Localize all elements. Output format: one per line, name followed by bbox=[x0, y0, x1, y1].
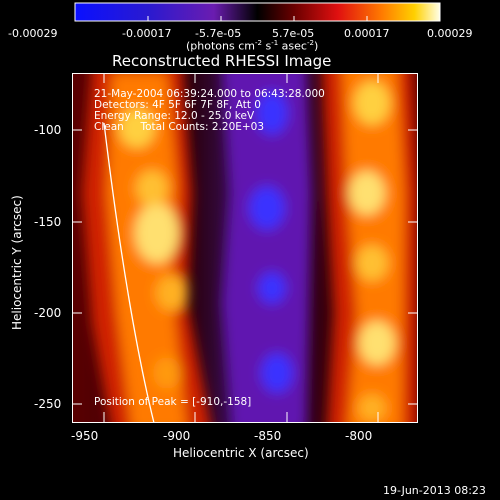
colorbar-tick-label: -0.00017 bbox=[122, 27, 172, 40]
info-line-time: 21-May-2004 06:39:24.000 to 06:43:28.000 bbox=[94, 88, 325, 100]
colorbar bbox=[74, 2, 441, 22]
info-line-counts: Clean Total Counts: 2.20E+03 bbox=[94, 121, 265, 133]
y-tick-label: -200 bbox=[34, 306, 62, 320]
x-axis-title: Heliocentric X (arcsec) bbox=[173, 446, 309, 460]
x-tick-label: -800 bbox=[345, 429, 373, 443]
y-tick-label: -150 bbox=[34, 215, 62, 229]
emission-band-center bbox=[222, 73, 312, 423]
colorbar-tick-label: -5.7e-05 bbox=[195, 27, 242, 40]
colorbar-tick-label: -0.00029 bbox=[8, 27, 58, 40]
peak-position-label: Position of Peak = [-910,-158] bbox=[94, 396, 252, 408]
image-title: Reconstructed RHESSI Image bbox=[112, 52, 332, 70]
plot-timestamp: 19-Jun-2013 08:23 bbox=[383, 484, 486, 497]
info-line-energy: Energy Range: 12.0 - 25.0 keV bbox=[94, 110, 255, 122]
emission-blob bbox=[261, 353, 293, 393]
rhessi-image bbox=[72, 73, 418, 423]
solar-limb-line bbox=[103, 122, 155, 423]
y-axis-title-container: Heliocentric Y (arcsec) bbox=[10, 195, 24, 330]
emission-blob bbox=[359, 321, 395, 365]
emission-blob bbox=[349, 171, 385, 215]
colorbar-ticks bbox=[74, 16, 441, 21]
emission-blob bbox=[358, 394, 386, 422]
emission-blob bbox=[356, 245, 388, 281]
y-tick-label: -100 bbox=[34, 123, 62, 137]
y-axis-title: Heliocentric Y (arcsec) bbox=[10, 195, 24, 330]
y-tick-label: -250 bbox=[34, 397, 62, 411]
colorbar-gradient bbox=[74, 2, 441, 22]
axis-ticks bbox=[72, 73, 418, 422]
colorbar-tick-label: 0.00029 bbox=[427, 27, 473, 40]
emission-blob bbox=[258, 272, 286, 304]
x-tick-label: -950 bbox=[71, 429, 99, 443]
emission-blob bbox=[256, 91, 288, 135]
colorbar-tick-label: 5.7e-05 bbox=[272, 27, 315, 40]
emission-blob bbox=[156, 275, 188, 311]
emission-blob bbox=[136, 170, 168, 206]
plot-frame bbox=[72, 73, 418, 423]
emission-blob bbox=[249, 186, 285, 230]
x-tick-label: -900 bbox=[163, 429, 191, 443]
emission-blob bbox=[119, 108, 155, 148]
x-tick-label: -850 bbox=[254, 429, 282, 443]
info-line-detectors: Detectors: 4F 5F 6F 7F 8F, Att 0 bbox=[94, 99, 261, 111]
emission-blob bbox=[354, 81, 390, 125]
colorbar-unit-label: (photons cm-2 s-1 asec-2) bbox=[186, 39, 319, 53]
emission-blob bbox=[153, 357, 181, 389]
colorbar-tick-label: 0.00017 bbox=[344, 27, 390, 40]
emission-peak bbox=[135, 203, 179, 263]
